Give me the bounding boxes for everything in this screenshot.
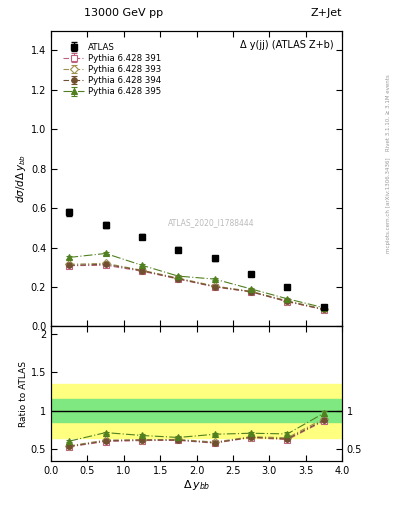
Text: Δ y(jj) (ATLAS Z+b): Δ y(jj) (ATLAS Z+b) <box>240 39 333 50</box>
Y-axis label: Ratio to ATLAS: Ratio to ATLAS <box>19 360 28 426</box>
Bar <box>51 399 342 422</box>
Legend: ATLAS, Pythia 6.428 391, Pythia 6.428 393, Pythia 6.428 394, Pythia 6.428 395: ATLAS, Pythia 6.428 391, Pythia 6.428 39… <box>61 41 163 98</box>
Text: ATLAS_2020_I1788444: ATLAS_2020_I1788444 <box>168 219 254 227</box>
Text: 13000 GeV pp: 13000 GeV pp <box>84 8 163 18</box>
Y-axis label: $d\sigma/d\Delta\,y_{bb}$: $d\sigma/d\Delta\,y_{bb}$ <box>14 154 28 203</box>
X-axis label: $\Delta\,y_{bb}$: $\Delta\,y_{bb}$ <box>183 478 210 493</box>
Text: Rivet 3.1.10, ≥ 3.1M events: Rivet 3.1.10, ≥ 3.1M events <box>386 74 391 151</box>
Bar <box>51 384 342 438</box>
Text: mcplots.cern.ch [arXiv:1306.3436]: mcplots.cern.ch [arXiv:1306.3436] <box>386 157 391 252</box>
Text: Z+Jet: Z+Jet <box>310 8 342 18</box>
